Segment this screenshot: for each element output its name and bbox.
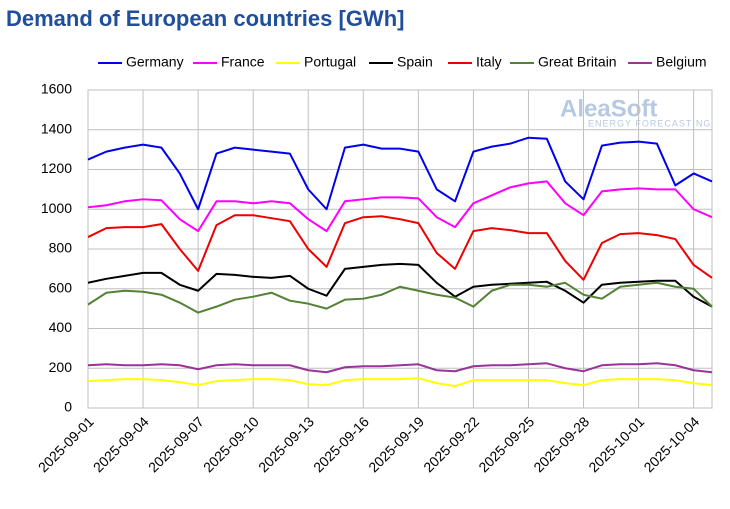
x-tick-label: 2025-09-25 [475,413,537,475]
legend-label: France [221,54,265,70]
series-line [87,180,713,233]
watermark-brand: AleaSoft [560,95,657,122]
x-tick-label: 2025-09-13 [255,413,317,475]
x-tick-label: 2025-09-07 [145,413,207,475]
legend-label: Belgium [656,54,707,70]
series-line [87,262,713,308]
series-line [87,136,713,211]
y-tick-label: 1200 [41,160,72,176]
y-tick-label: 0 [64,399,72,415]
chart-title: Demand of European countries [GWh] [6,6,404,31]
x-tick-label: 2025-09-22 [420,413,482,475]
series-line [87,377,713,388]
x-tick-label: 2025-09-10 [200,413,262,475]
series-line [87,214,713,281]
series-line [87,362,713,374]
legend-label: Germany [126,54,184,70]
x-tick-label: 2025-09-28 [530,413,592,475]
x-tick-label: 2025-10-04 [640,413,702,475]
y-tick-label: 800 [49,240,73,256]
series-line [87,281,713,314]
y-tick-label: 1600 [41,81,72,97]
legend-label: Spain [397,54,433,70]
x-tick-label: 2025-09-19 [365,413,427,475]
x-tick-label: 2025-10-01 [585,413,647,475]
plot-border [87,89,713,409]
watermark-tagline: ENERGY FORECASTING [588,118,711,128]
legend-label: Portugal [304,54,356,70]
y-tick-label: 400 [49,319,73,335]
legend-label: Italy [476,54,502,70]
y-tick-label: 1400 [41,120,72,136]
x-tick-label: 2025-09-01 [35,413,97,475]
x-tick-label: 2025-09-04 [90,413,152,475]
y-tick-label: 200 [49,359,73,375]
y-tick-label: 600 [49,279,73,295]
x-tick-label: 2025-09-16 [310,413,372,475]
y-tick-label: 1000 [41,200,72,216]
legend-label: Great Britain [538,54,617,70]
